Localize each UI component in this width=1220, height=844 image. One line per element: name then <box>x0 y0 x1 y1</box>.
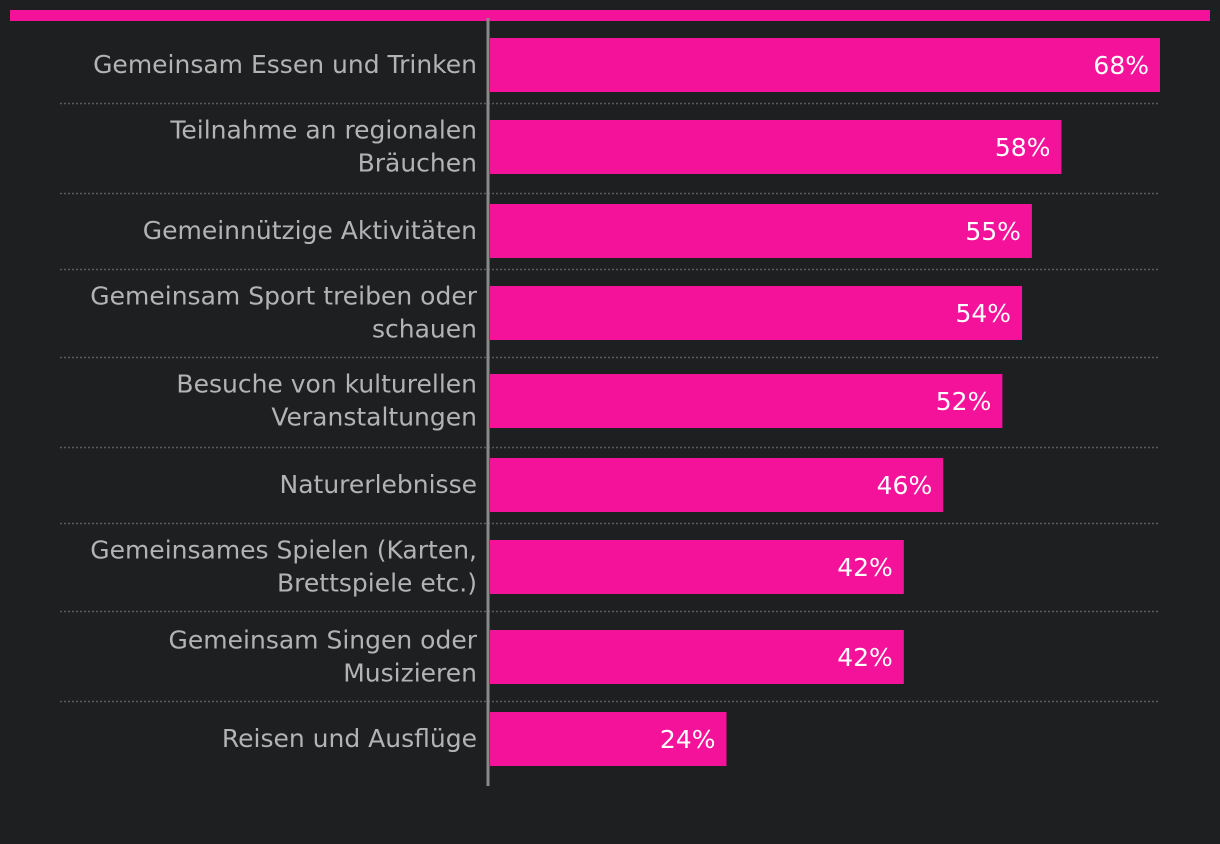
category-label: Reisen und Ausflüge <box>222 724 477 753</box>
category-label: Gemeinsames Spielen (Karten, Brettspiele … <box>90 536 477 598</box>
bar-9 <box>490 712 727 766</box>
category-label: Gemeinsam Essen und Trinken <box>93 50 477 79</box>
bar-6 <box>490 458 944 512</box>
category-label: Naturerlebnisse <box>280 470 477 499</box>
bar-4 <box>490 286 1023 340</box>
category-label: Gemeinnützige Aktivitäten <box>143 216 477 245</box>
bar-value-label: 24% <box>660 725 716 754</box>
bar-1 <box>490 38 1160 92</box>
header-accent-bar <box>10 10 1210 21</box>
bar-5 <box>490 374 1003 428</box>
bar-2 <box>490 120 1062 174</box>
bar-value-label: 42% <box>837 553 893 582</box>
category-label: Besuche von kulturellen Veranstaltungen <box>176 370 477 432</box>
bar-3 <box>490 204 1032 258</box>
category-label: Gemeinsam Singen oder Musizieren <box>169 626 478 688</box>
bar-value-label: 54% <box>955 299 1011 328</box>
bar-value-label: 68% <box>1093 51 1149 80</box>
bar-value-label: 58% <box>995 133 1051 162</box>
category-label: Teilnahme an regionalen Bräuchen <box>169 116 477 178</box>
bar-8 <box>490 630 904 684</box>
bar-value-label: 55% <box>965 217 1021 246</box>
category-label: Gemeinsam Sport treiben oder schauen <box>90 282 477 344</box>
bar-7 <box>490 540 904 594</box>
bar-value-label: 52% <box>936 387 992 416</box>
bar-value-label: 46% <box>877 471 933 500</box>
bar-value-label: 42% <box>837 643 893 672</box>
